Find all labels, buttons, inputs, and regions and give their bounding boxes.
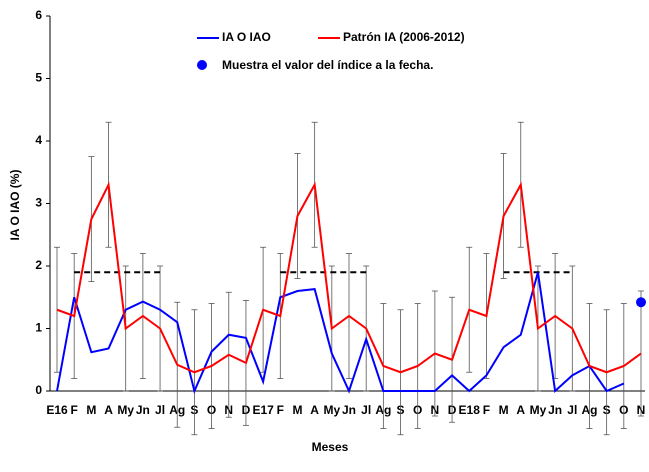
x-tick-label: My [530,403,547,417]
x-tick-label: F [277,403,284,417]
current-point [636,297,646,308]
y-tick-label: 1 [35,321,42,335]
x-tick-label: Jn [136,403,150,417]
y-tick-label: 5 [35,71,42,85]
legend-dot [197,60,207,70]
x-tick-label: A [310,403,319,417]
x-tick-label: F [483,403,490,417]
x-tick-label: Jl [155,403,165,417]
x-tick-label: F [71,403,78,417]
y-tick-label: 6 [35,8,42,22]
x-tick-label: E18 [459,403,481,417]
y-tick-label: 0 [35,383,42,397]
x-axis-label: Meses [312,440,349,454]
x-tick-label: M [86,403,96,417]
x-tick-label: E17 [252,403,274,417]
x-tick-label: My [323,403,340,417]
x-tick-label: Jl [361,403,371,417]
y-tick-label: 3 [35,196,42,210]
y-tick-label: 2 [35,258,42,272]
x-tick-label: M [499,403,509,417]
x-tick-label: Jn [548,403,562,417]
legend-label: IA O IAO [222,30,271,44]
series-line [56,271,625,395]
x-tick-label: Jl [567,403,577,417]
x-tick-label: M [292,403,302,417]
legend-label: Patrón IA (2006-2012) [343,30,465,44]
y-tick-label: 4 [35,133,42,147]
x-tick-label: A [516,403,525,417]
x-tick-label: A [104,403,113,417]
x-tick-label: E16 [46,403,68,417]
legend-note: Muestra el valor del índice a la fecha. [222,58,433,72]
y-axis-label: IA O IAO (%) [8,170,22,241]
series-line [56,181,642,374]
x-tick-label: Jn [342,403,356,417]
x-tick-label: My [117,403,134,417]
